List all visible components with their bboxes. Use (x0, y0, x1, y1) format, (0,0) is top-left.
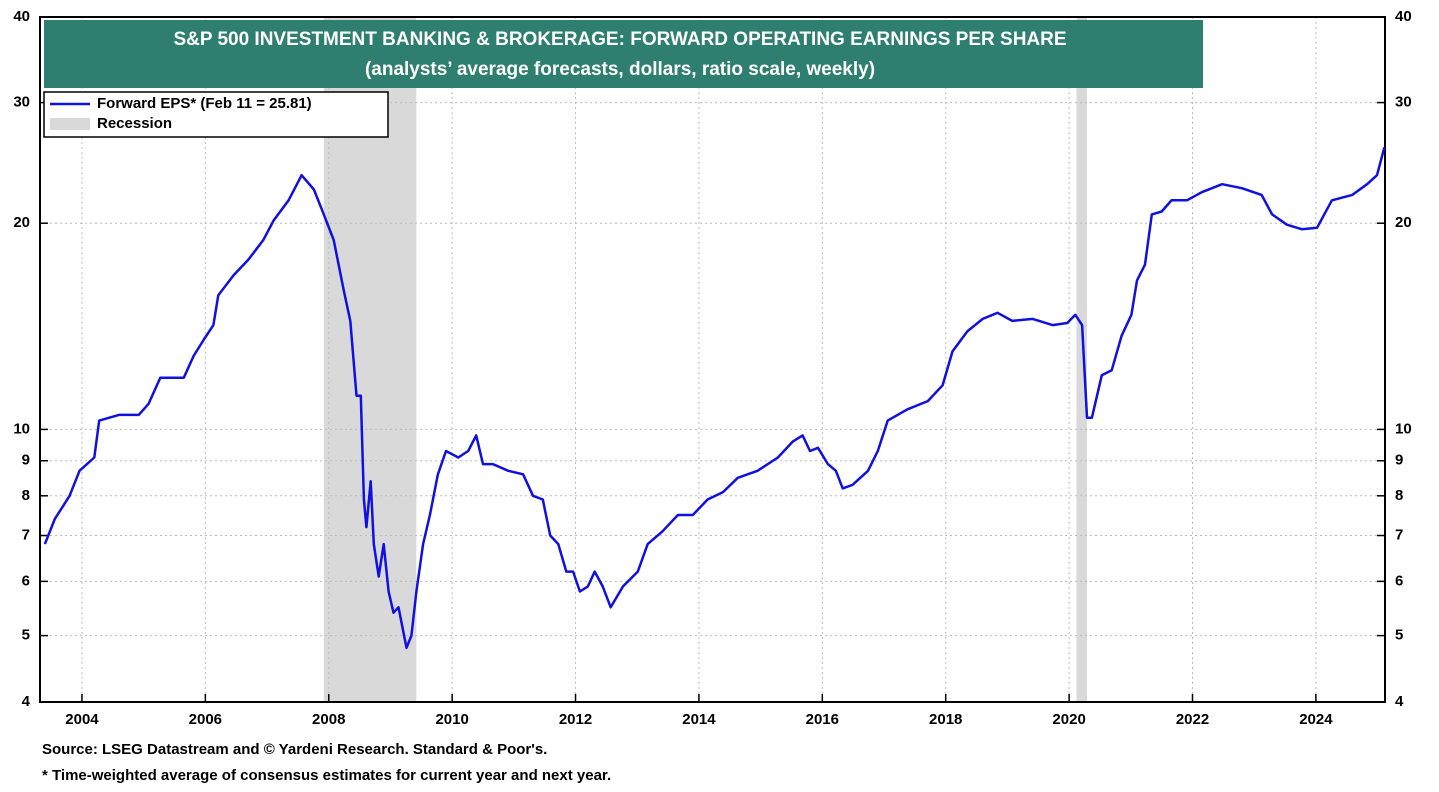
title-box (44, 20, 1203, 88)
y-tick-label: 30 (13, 94, 30, 111)
series-line (43, 146, 1386, 650)
x-tick-label: 2012 (559, 711, 592, 728)
legend-label: Forward EPS* (Feb 11 = 25.81) (97, 95, 312, 112)
y-tick-label-right: 6 (1395, 572, 1403, 589)
y-tick-label: 9 (22, 452, 30, 469)
y-tick-label-right: 20 (1395, 214, 1412, 231)
x-tick-label: 2016 (806, 711, 839, 728)
y-tick-label-right: 9 (1395, 452, 1403, 469)
y-tick-label: 7 (22, 526, 30, 543)
y-tick-label: 8 (22, 487, 30, 504)
y-tick-label-right: 10 (1395, 420, 1412, 437)
y-tick-label: 10 (13, 420, 30, 437)
footnote: * Time-weighted average of consensus est… (42, 767, 611, 784)
chart-subtitle: (analysts’ average forecasts, dollars, r… (365, 59, 875, 80)
legend-box (43, 91, 389, 138)
x-tick-label: 2008 (312, 711, 345, 728)
recession-band (1076, 17, 1088, 702)
legend-swatch (50, 118, 90, 130)
y-tick-label-right: 5 (1395, 627, 1403, 644)
y-tick-label-right: 7 (1395, 526, 1403, 543)
x-tick-label: 2004 (65, 711, 99, 728)
x-tick-label: 2022 (1176, 711, 1209, 728)
plot-frame (39, 16, 1386, 703)
y-tick-label: 5 (22, 627, 30, 644)
x-tick-label: 2010 (435, 711, 468, 728)
x-tick-label: 2014 (682, 711, 716, 728)
y-tick-label: 40 (13, 8, 30, 25)
y-tick-label-right: 8 (1395, 487, 1403, 504)
chart-title: S&P 500 INVESTMENT BANKING & BROKERAGE: … (173, 29, 1066, 50)
y-tick-label: 4 (22, 693, 31, 710)
legend-label: Recession (97, 115, 172, 132)
y-tick-label: 6 (22, 572, 30, 589)
y-tick-label-right: 4 (1395, 693, 1404, 710)
source-note: Source: LSEG Datastream and © Yardeni Re… (42, 741, 547, 758)
y-tick-label: 20 (13, 214, 30, 231)
x-tick-label: 2024 (1299, 711, 1333, 728)
x-tick-label: 2006 (189, 711, 222, 728)
y-tick-label-right: 30 (1395, 94, 1412, 111)
x-tick-label: 2020 (1052, 711, 1085, 728)
y-tick-label-right: 40 (1395, 8, 1412, 25)
x-tick-label: 2018 (929, 711, 962, 728)
